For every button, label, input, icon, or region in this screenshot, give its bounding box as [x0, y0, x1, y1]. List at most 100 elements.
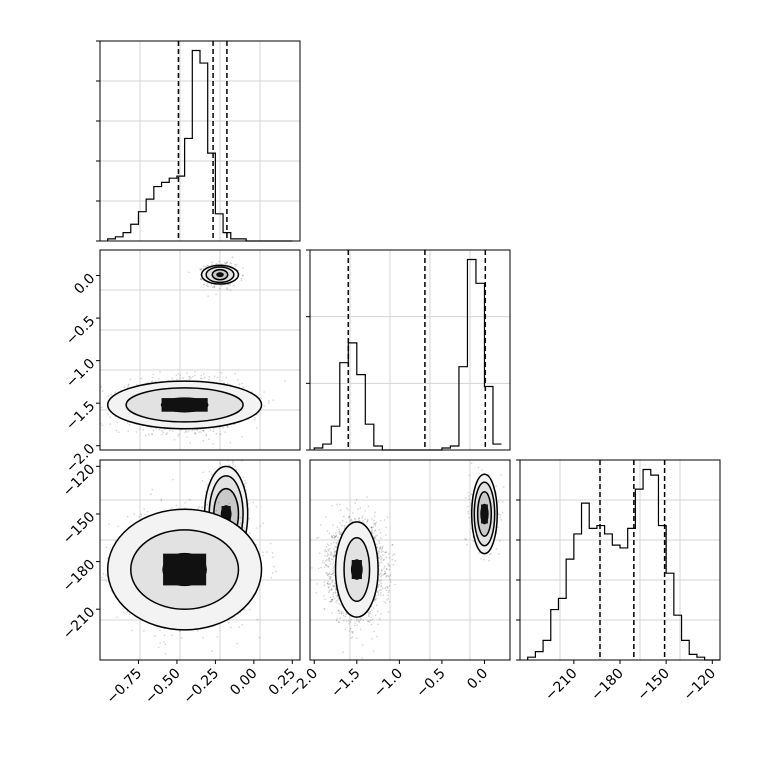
scatter-point: [205, 265, 207, 268]
scatter-point: [150, 427, 152, 429]
scatter-point: [154, 380, 157, 383]
scatter-point: [191, 429, 194, 432]
scatter-point: [176, 378, 178, 381]
scatter-point: [144, 434, 147, 437]
scatter-point: [208, 438, 210, 441]
panel-frame: [99, 40, 301, 242]
scatter-point: [188, 271, 190, 274]
scatter-point: [95, 399, 97, 401]
scatter-point: [242, 267, 244, 269]
scatter-point: [224, 262, 227, 265]
histogram-bar: [331, 426, 340, 450]
scatter-point: [133, 513, 135, 515]
scatter-point: [165, 433, 168, 436]
scatter-point: [242, 274, 244, 277]
scatter-point: [234, 263, 236, 266]
histogram-bar: [666, 573, 674, 660]
scatter-point: [211, 263, 213, 266]
scatter-point: [225, 376, 228, 379]
scatter-p1-p2-panel: [95, 249, 301, 451]
histogram-bar: [146, 199, 154, 241]
panel-frame: [309, 249, 511, 451]
panel-frame: [99, 249, 301, 451]
scatter-point: [212, 285, 215, 288]
scatter-point: [219, 287, 221, 290]
histogram-bar: [340, 363, 349, 450]
histogram-bar: [493, 444, 502, 450]
scatter-point: [184, 431, 186, 433]
scatter-point: [242, 386, 244, 389]
histogram-step-line: [107, 49, 293, 242]
scatter-point: [238, 383, 241, 386]
scatter-point: [205, 284, 208, 287]
scatter-point: [200, 374, 203, 377]
scatter-point: [233, 423, 236, 426]
scatter-point: [185, 431, 188, 433]
scatter-p1-p3-panel: [99, 445, 301, 661]
histogram-bar: [543, 640, 551, 660]
scatter-point: [135, 431, 138, 433]
scatter-point: [152, 373, 154, 376]
scatter-point: [213, 375, 216, 378]
scatter-point: [219, 463, 222, 465]
scatter-point: [202, 267, 205, 270]
scatter-point: [245, 489, 248, 492]
scatter-point: [226, 261, 228, 264]
scatter-point: [219, 433, 222, 436]
scatter-point: [232, 445, 234, 447]
scatter-point: [224, 263, 227, 266]
scatter-point: [203, 283, 205, 286]
scatter-point: [229, 262, 232, 264]
scatter-point: [226, 261, 228, 264]
scatter-point: [123, 386, 126, 389]
scatter-point: [229, 289, 232, 291]
scatter-point: [210, 283, 213, 286]
scatter-point: [197, 508, 199, 510]
scatter-point: [179, 377, 181, 380]
scatter-point: [101, 424, 104, 427]
scatter-point: [161, 433, 163, 436]
scatter-point: [231, 461, 234, 464]
scatter-point: [201, 377, 203, 380]
scatter-point: [186, 372, 188, 374]
scatter-point: [216, 376, 219, 379]
scatter-point: [198, 506, 200, 508]
hist-p3-panel: [516, 459, 721, 661]
scatter-point: [213, 286, 216, 289]
scatter-point: [212, 430, 215, 433]
scatter-point: [215, 263, 217, 265]
scatter-point: [200, 278, 202, 280]
histogram-bar: [323, 444, 332, 450]
scatter-point: [128, 424, 131, 426]
histogram-bar: [215, 214, 223, 241]
scatter-point: [222, 426, 224, 429]
histogram-step-line: [527, 468, 720, 661]
histogram-bar: [138, 212, 146, 241]
scatter-point: [200, 431, 202, 433]
scatter-point: [230, 262, 232, 265]
hist-p1-panel: [96, 40, 301, 242]
scatter-point: [240, 277, 243, 280]
scatter-point: [186, 436, 188, 438]
scatter-point: [190, 377, 192, 380]
density-peak-cell: [221, 506, 231, 522]
scatter-point: [245, 482, 247, 484]
histogram-bar: [169, 178, 177, 241]
scatter-point: [207, 265, 210, 267]
scatter-point: [166, 432, 168, 434]
scatter-point: [241, 436, 243, 438]
scatter-point: [200, 268, 203, 270]
scatter-point: [213, 285, 215, 288]
scatter-point: [199, 268, 202, 271]
scatter-point: [255, 427, 258, 429]
scatter-point: [232, 463, 234, 465]
scatter-point: [185, 429, 187, 432]
scatter-point: [215, 293, 217, 296]
scatter-point: [158, 377, 160, 380]
histogram-bar: [131, 224, 139, 241]
scatter-point: [158, 428, 160, 431]
scatter-point: [202, 429, 204, 432]
scatter-point: [234, 372, 236, 375]
scatter-point: [116, 421, 119, 424]
